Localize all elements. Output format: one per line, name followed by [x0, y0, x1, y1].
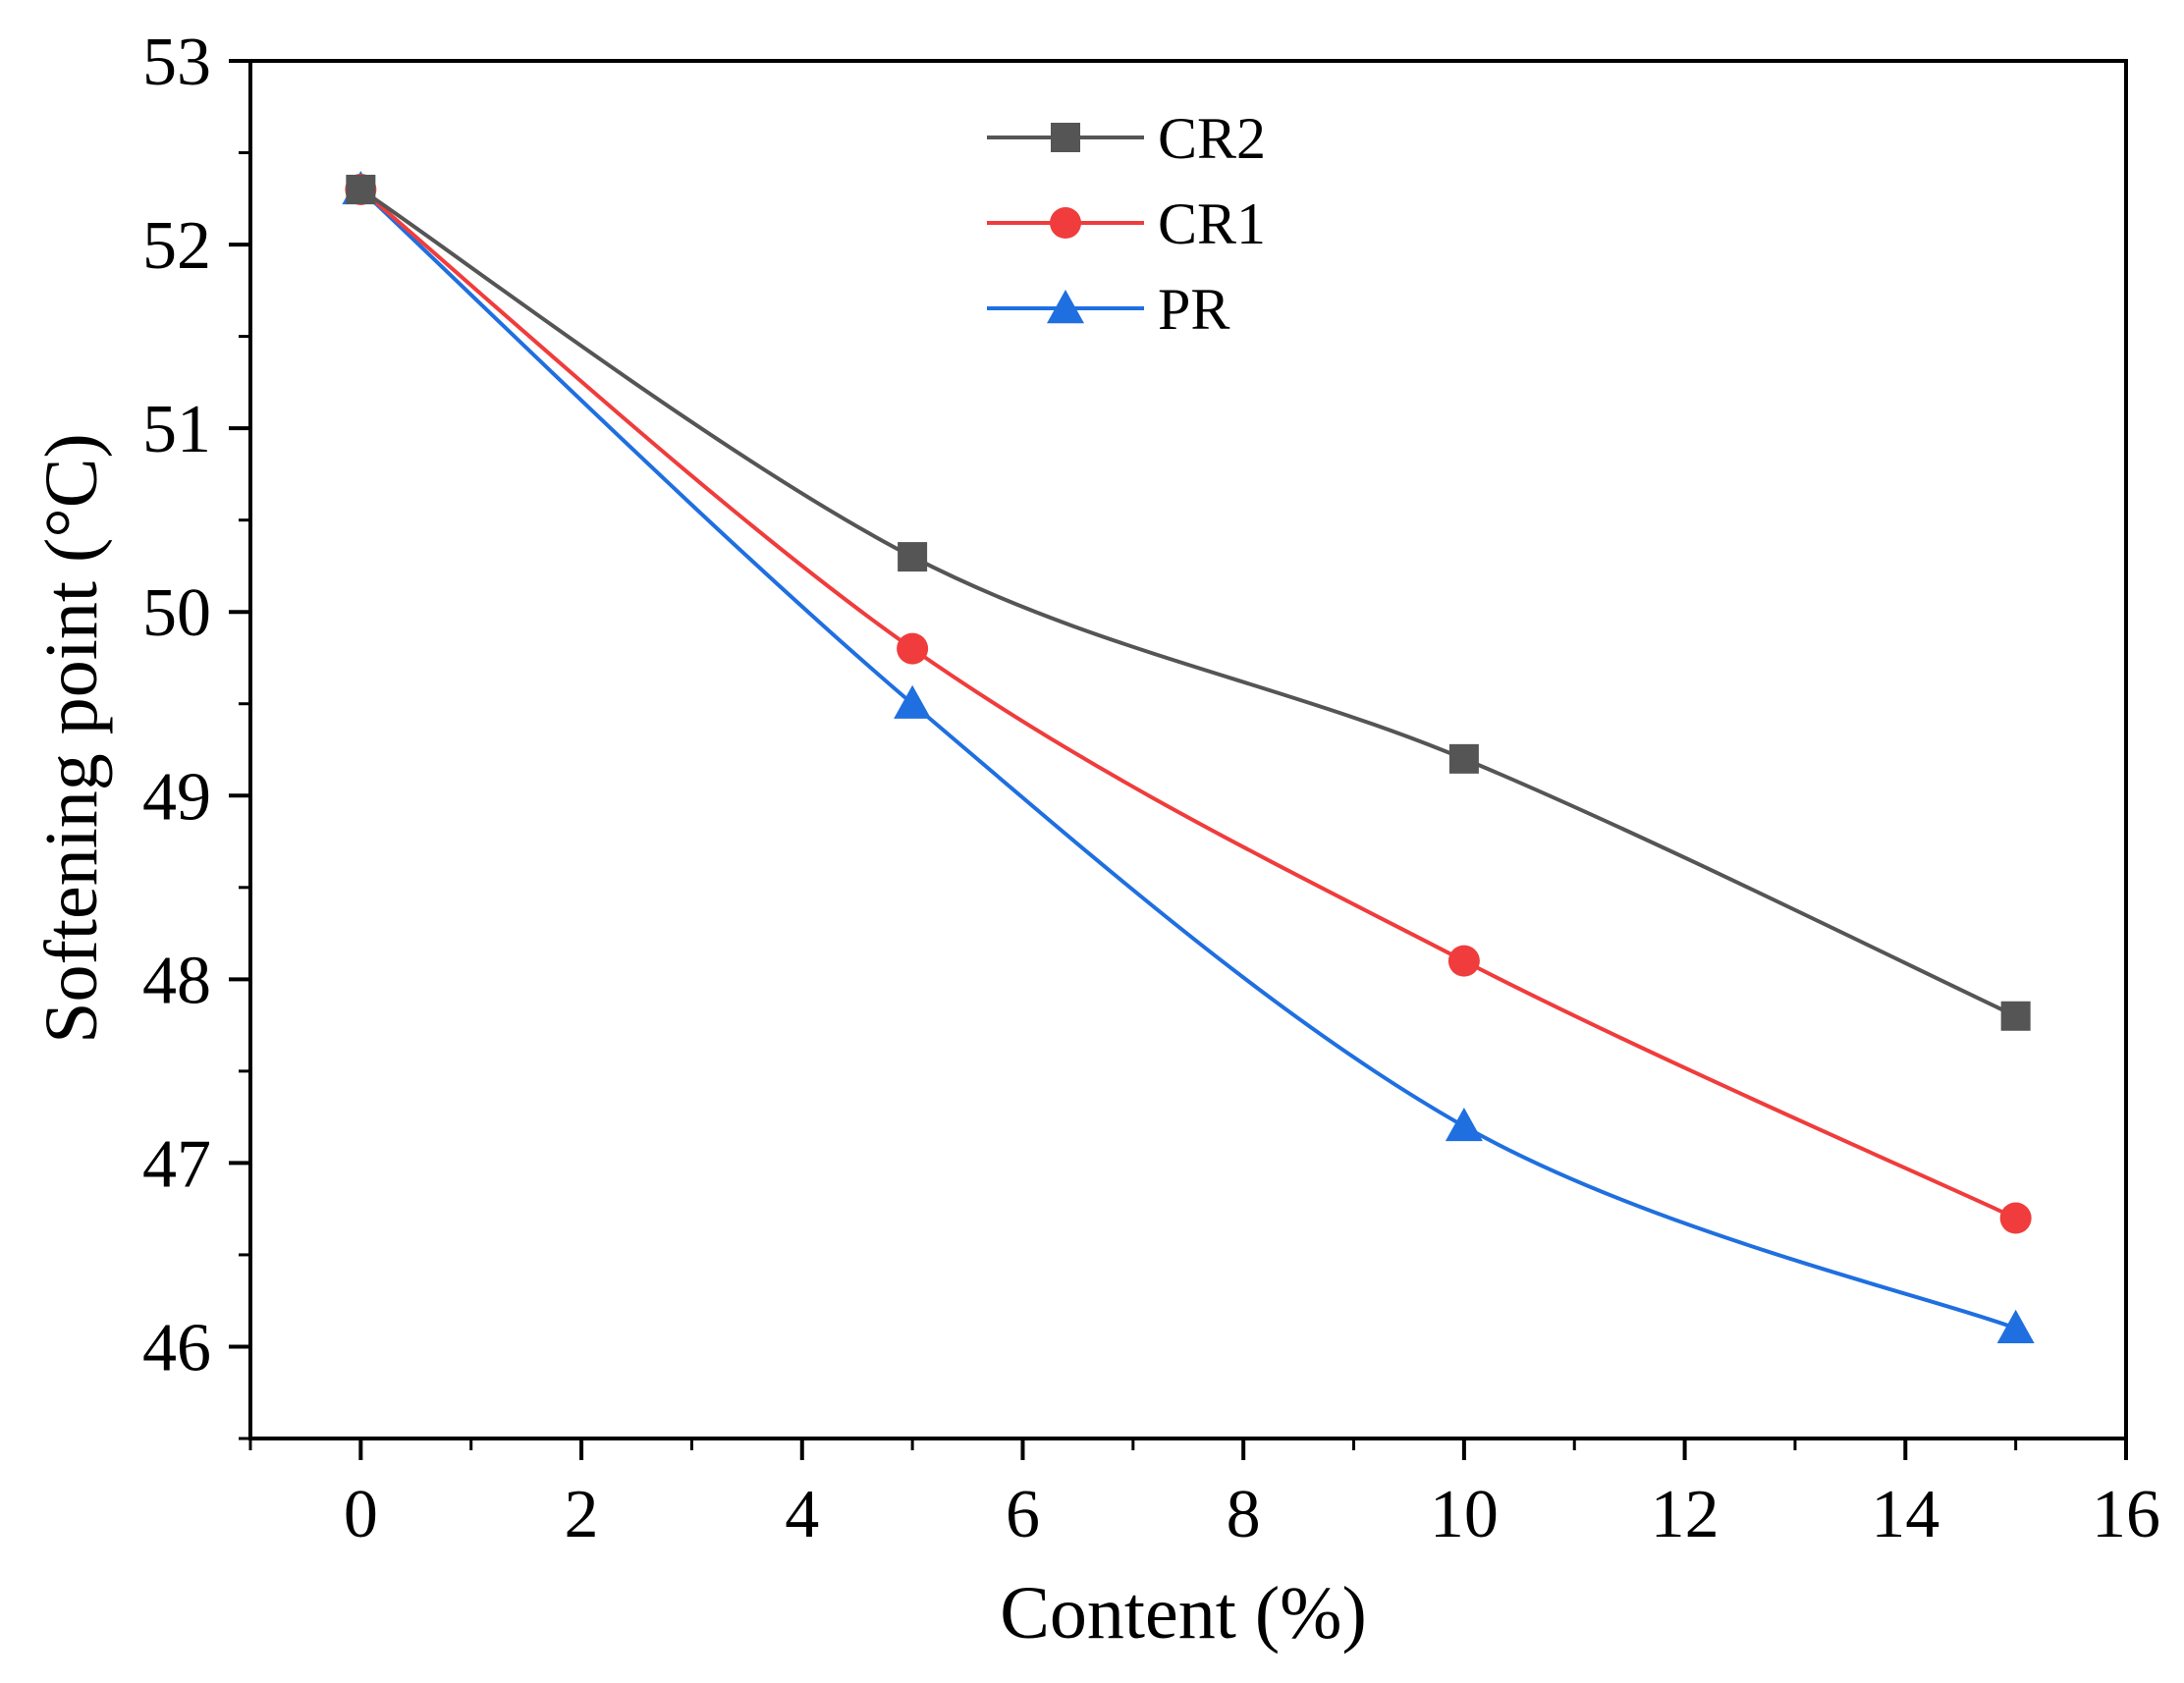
data-point-cr1 — [1999, 1202, 2032, 1234]
x-tick-label: 2 — [565, 1477, 599, 1552]
legend-marker — [1051, 123, 1080, 152]
x-tick-label: 16 — [2092, 1477, 2160, 1552]
y-tick-label: 51 — [142, 392, 211, 467]
y-tick-label: 47 — [142, 1126, 211, 1202]
x-tick-label: 12 — [1651, 1477, 1720, 1552]
series-layer — [342, 170, 2035, 1343]
series-line-cr1 — [359, 188, 2017, 1221]
legend-label: CR1 — [1158, 191, 1266, 256]
x-tick-label: 4 — [785, 1477, 819, 1552]
y-tick-label: 49 — [142, 759, 211, 835]
series-line-cr2 — [359, 188, 2017, 1018]
x-axis-title: Content (%) — [1000, 1572, 1367, 1655]
legend-marker — [1050, 207, 1081, 239]
x-tick-label: 0 — [344, 1477, 378, 1552]
legend-item-cr2: CR2 — [987, 106, 1266, 171]
legend-label: PR — [1158, 277, 1229, 342]
data-point-cr1 — [897, 632, 929, 665]
data-point-cr1 — [1447, 945, 1480, 977]
data-point-pr — [894, 684, 932, 719]
data-point-pr — [1445, 1107, 1483, 1142]
data-point-cr2 — [898, 542, 928, 572]
x-tick-label: 14 — [1871, 1477, 1939, 1552]
legend-item-cr1: CR1 — [987, 191, 1266, 256]
data-point-pr — [1996, 1309, 2035, 1343]
x-tick-label: 10 — [1430, 1477, 1499, 1552]
plot-frame — [248, 59, 2128, 1440]
series-cr2 — [346, 174, 2031, 1031]
data-point-cr2 — [1448, 743, 1479, 774]
x-tick-label: 8 — [1227, 1477, 1261, 1552]
data-point-cr2 — [2000, 1001, 2031, 1031]
legend-marker — [1047, 290, 1084, 324]
legend-item-pr: PR — [987, 277, 1229, 342]
legend-label: CR2 — [1158, 106, 1266, 171]
data-point-cr2 — [346, 174, 376, 204]
y-tick-label: 48 — [142, 943, 211, 1018]
legend: CR2 CR1 PR — [987, 106, 1266, 342]
x-tick-label: 6 — [1006, 1477, 1040, 1552]
y-tick-label: 46 — [142, 1310, 211, 1385]
y-tick-label: 53 — [142, 25, 211, 100]
y-axis-title: Softening point (°C) — [30, 433, 113, 1043]
y-tick-label: 52 — [142, 208, 211, 284]
y-tick-label: 50 — [142, 575, 211, 651]
series-line-pr — [358, 188, 2017, 1330]
